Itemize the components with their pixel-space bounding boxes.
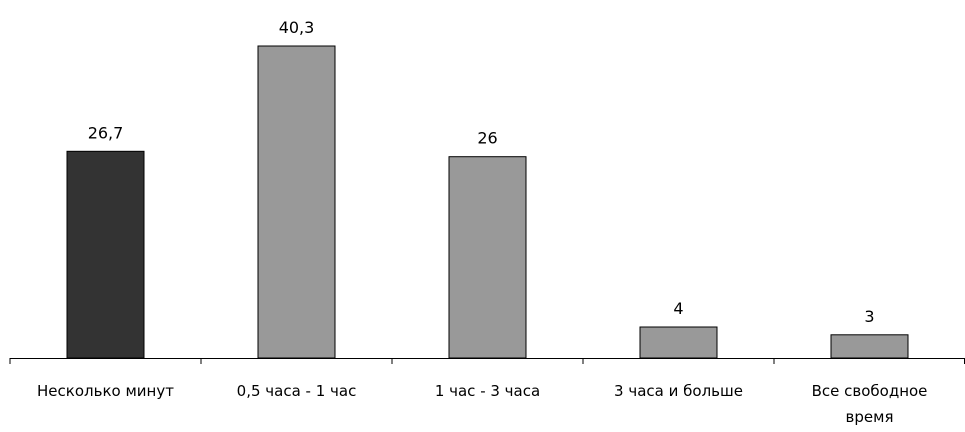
data-label-5: 3 <box>864 307 874 326</box>
data-label-4: 4 <box>673 299 683 318</box>
x-tick-label-line: Все свободное <box>812 382 928 400</box>
x-tick-label-5: Все свободное время <box>812 382 928 426</box>
bar-4 <box>639 326 718 359</box>
x-tick-label-3: 1 час - 3 часа <box>435 382 540 400</box>
value-labels-group: 26,7 40,3 26 4 3 <box>88 18 875 326</box>
x-tick-label-line: 3 часа и больше <box>614 382 743 400</box>
data-label-3: 26 <box>477 129 497 148</box>
bar-1 <box>66 150 145 359</box>
x-axis <box>9 358 965 364</box>
bar-2 <box>257 45 336 359</box>
x-tick-label-4: 3 часа и больше <box>614 382 743 400</box>
x-tick-label-line: 1 час - 3 часа <box>435 382 540 400</box>
bar-5 <box>830 334 909 359</box>
data-label-2: 40,3 <box>279 18 315 37</box>
x-tick-label-line: Несколько минут <box>37 382 174 400</box>
category-labels-group: Несколько минут 0,5 часа - 1 час 1 час - 3… <box>37 382 927 426</box>
bar-3 <box>448 156 527 359</box>
x-tick-label-line: 0,5 часа - 1 час <box>237 382 357 400</box>
bars-group <box>66 45 909 359</box>
x-tick-label-1: Несколько минут <box>37 382 174 400</box>
x-tick-label-2: 0,5 часа - 1 час <box>237 382 357 400</box>
data-label-1: 26,7 <box>88 123 124 142</box>
x-tick-label-line: время <box>846 408 894 426</box>
